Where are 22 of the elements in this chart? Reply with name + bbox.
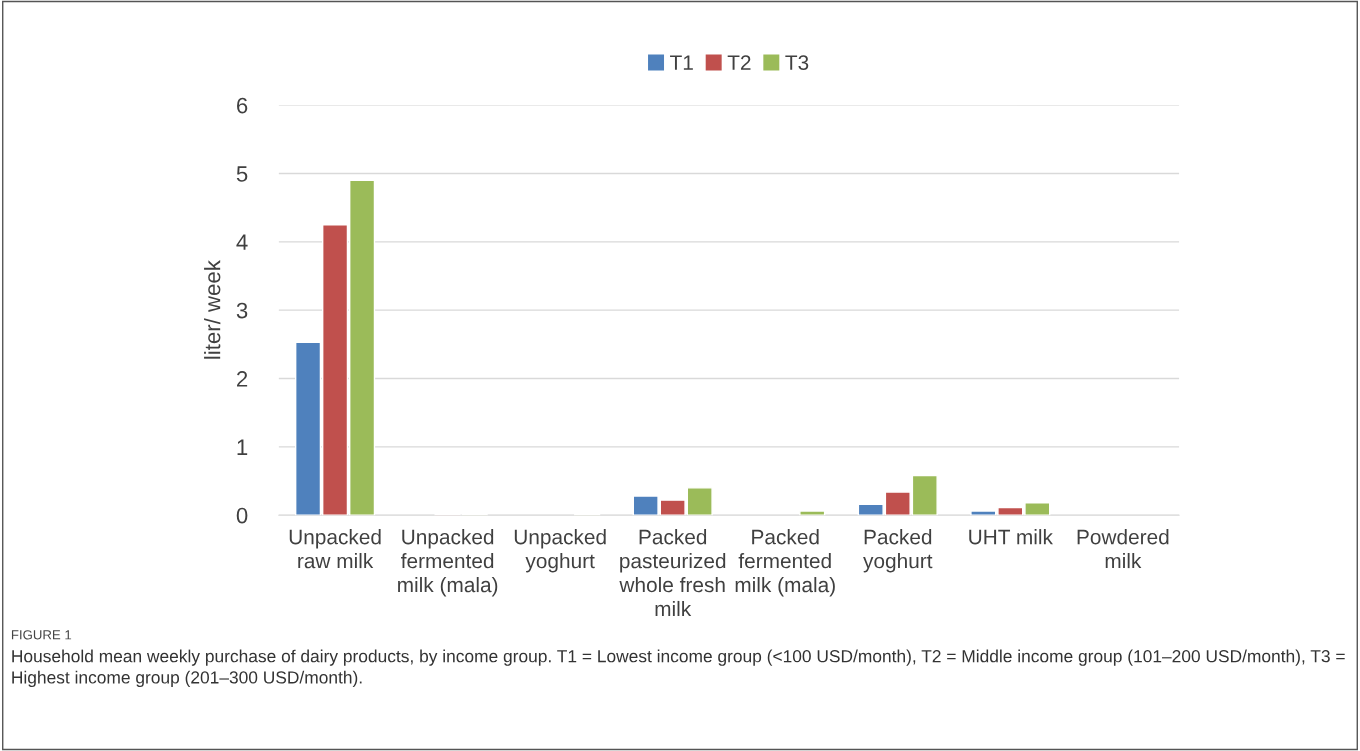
legend-label: T3 xyxy=(785,55,809,70)
y-tick-label: 0 xyxy=(236,507,248,524)
y-tick-label: 5 xyxy=(236,166,248,182)
y-tick-label: 3 xyxy=(236,302,248,319)
y-axis-title: liter/ week xyxy=(204,260,221,359)
bar xyxy=(799,510,826,516)
x-tick-label: Packed pasteurized whole fresh milk xyxy=(619,529,726,617)
y-tick-label: 6 xyxy=(237,97,248,114)
text: Household mean weekly purchase of dairy products, by income group. T1 = Lowest income group (<100 USD/month), T2 = Middle income group (101–200 USD/month), T3 = Highest income group (201–300 USD/month). xyxy=(12,649,1345,688)
y-tick-label: 4 xyxy=(236,234,248,250)
legend-label: T2 xyxy=(727,55,751,70)
x-tick-label: UHT milk xyxy=(969,529,1053,545)
x-tick-label: Powdered milk xyxy=(1077,529,1169,569)
x-tick-label: Packed fermented milk (mala) xyxy=(735,529,835,597)
x-tick-label: Unpacked raw milk xyxy=(289,529,381,569)
caption: FIGURE 1 xyxy=(11,630,72,640)
legend-label: T1 xyxy=(670,55,693,70)
x-tick-label: Unpacked fermented milk (mala) xyxy=(398,529,498,597)
x-tick-label: Unpacked yoghurt xyxy=(514,529,606,573)
x-tick-label: Packed yoghurt xyxy=(863,529,933,573)
y-tick-label: 1 xyxy=(237,439,248,455)
y-tick-label: 2 xyxy=(237,371,248,387)
